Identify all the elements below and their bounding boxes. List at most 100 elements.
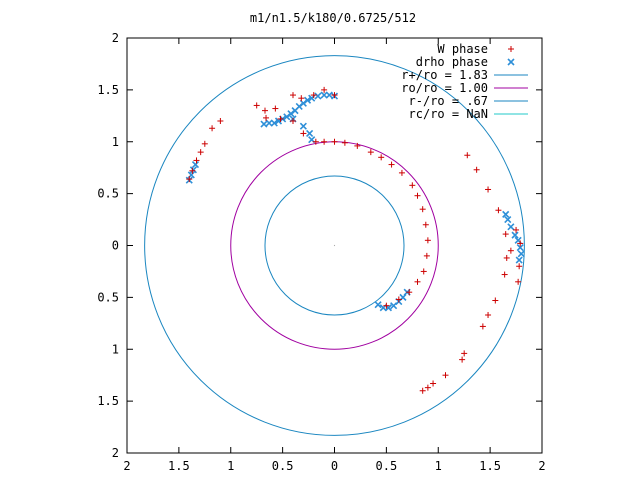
y-tick-label: 1 [112, 135, 119, 149]
w-phase-point [341, 139, 348, 146]
w-phase-point [422, 221, 429, 228]
w-phase-point [290, 92, 296, 99]
x-tick-label: 0 [331, 459, 338, 473]
drho-phase-point [191, 161, 200, 169]
w-phase-point [201, 140, 208, 147]
w-phase-point [406, 289, 413, 296]
y-tick-label: 0.5 [97, 290, 119, 304]
legend-label-r-minus: r-/ro = .67 [409, 94, 488, 108]
y-tick-label: 1.5 [97, 83, 119, 97]
legend-label-r-c: rc/ro = NaN [409, 107, 488, 121]
x-tick-label: 2 [123, 459, 130, 473]
drho-phase-point [265, 119, 273, 127]
w-phase-point [263, 114, 270, 121]
w-phase-point [321, 138, 328, 145]
w-phase-point [414, 278, 421, 285]
w-phase-point [492, 297, 499, 304]
w-phase-point [383, 302, 390, 309]
w-phase-point [517, 240, 524, 247]
w-phase-point [513, 226, 520, 233]
w-phase-point [272, 105, 279, 112]
w-phase-point [424, 237, 431, 244]
w-phase-point [503, 254, 510, 261]
w-phase-point [261, 107, 268, 114]
y-tick-label: 0.5 [97, 187, 119, 201]
w-phase-point [461, 350, 468, 357]
w-phase-point [409, 182, 416, 189]
w-phase-point [516, 263, 523, 270]
w-phase-point [423, 252, 430, 259]
w-phase-point [193, 157, 200, 164]
w-phase-point [414, 192, 421, 199]
x-tick-label: 1 [227, 459, 234, 473]
w-phase-point [479, 323, 486, 330]
w-phase-point [209, 125, 216, 132]
drho-phase-point [515, 256, 523, 264]
w-phase-point [502, 231, 509, 238]
w-phase-point [312, 138, 319, 145]
origin-dot [333, 244, 336, 247]
drho-phase-point [260, 120, 268, 128]
legend: W phase drho phase r+/ro = 1.83 ro/ro = … [401, 42, 528, 121]
w-phase-point [310, 92, 317, 99]
w-phase-point [290, 118, 296, 124]
w-phase-point [321, 86, 328, 93]
drho-phase-point [504, 215, 512, 224]
w-phase-point [485, 186, 492, 193]
w-phase-point [217, 118, 224, 124]
drho-phase-point [325, 91, 333, 99]
w-phase-point [501, 271, 508, 278]
w-phase-point [515, 278, 522, 285]
y-tick-label: 1 [112, 342, 119, 356]
x-tick-label: 1.5 [479, 459, 501, 473]
drho-phase-point [299, 122, 307, 130]
drho-phase-point [314, 92, 322, 100]
x-tick-label: 1 [435, 459, 442, 473]
w-phase-point [507, 247, 514, 254]
chart-title: m1/n1.5/k180/0.6725/512 [250, 11, 416, 25]
drho-phase-point [189, 166, 197, 174]
legend-label-r-o: ro/ro = 1.00 [401, 81, 488, 95]
circle-r-plus [144, 55, 525, 436]
data-points [185, 86, 525, 394]
drho-phase-point [374, 301, 382, 309]
w-phase-point [473, 166, 480, 173]
drho-phase-point [511, 231, 519, 239]
w-phase-point [367, 149, 374, 156]
w-phase-point [197, 149, 204, 156]
w-phase-point [189, 167, 196, 174]
x-tick-label: 1.5 [168, 459, 190, 473]
circle-r-minus [264, 175, 405, 316]
w-phase-point [186, 176, 193, 183]
w-phase-point [331, 92, 338, 99]
w-phase-point [298, 95, 305, 102]
y-tick-label: 2 [112, 446, 119, 460]
x-tick-label: 2 [538, 459, 545, 473]
legend-label-w-phase: W phase [437, 42, 488, 56]
w-phase-point [378, 154, 385, 161]
drho-phase-point [306, 129, 314, 138]
y-tick-label: 1.5 [97, 394, 119, 408]
drho-phase-point [517, 250, 525, 258]
y-axis: 2 1.5 1 0.5 0 0.5 1 1.5 2 [97, 31, 542, 460]
drho-phase-point [270, 119, 278, 127]
legend-label-drho-phase: drho phase [416, 55, 488, 69]
drho-phase-point [502, 210, 510, 218]
w-phase-point [419, 206, 426, 213]
w-phase-point [459, 356, 466, 363]
drho-phase-point [320, 91, 328, 99]
x-tick-label: 0.5 [272, 459, 294, 473]
drho-phase-point [507, 223, 515, 231]
w-phase-point [430, 380, 437, 387]
x-axis: 2 1.5 1 0.5 0 0.5 1 1.5 2 [123, 38, 546, 473]
w-phase-point [395, 296, 402, 303]
y-tick-label: 2 [112, 31, 119, 45]
w-phase-point [354, 142, 361, 149]
w-phase-point [419, 387, 426, 394]
w-phase-point [495, 207, 502, 214]
w-phase-point [300, 130, 307, 137]
w-phase-point [442, 372, 449, 379]
w-phase-point [253, 102, 260, 109]
w-phase-point [485, 312, 492, 319]
